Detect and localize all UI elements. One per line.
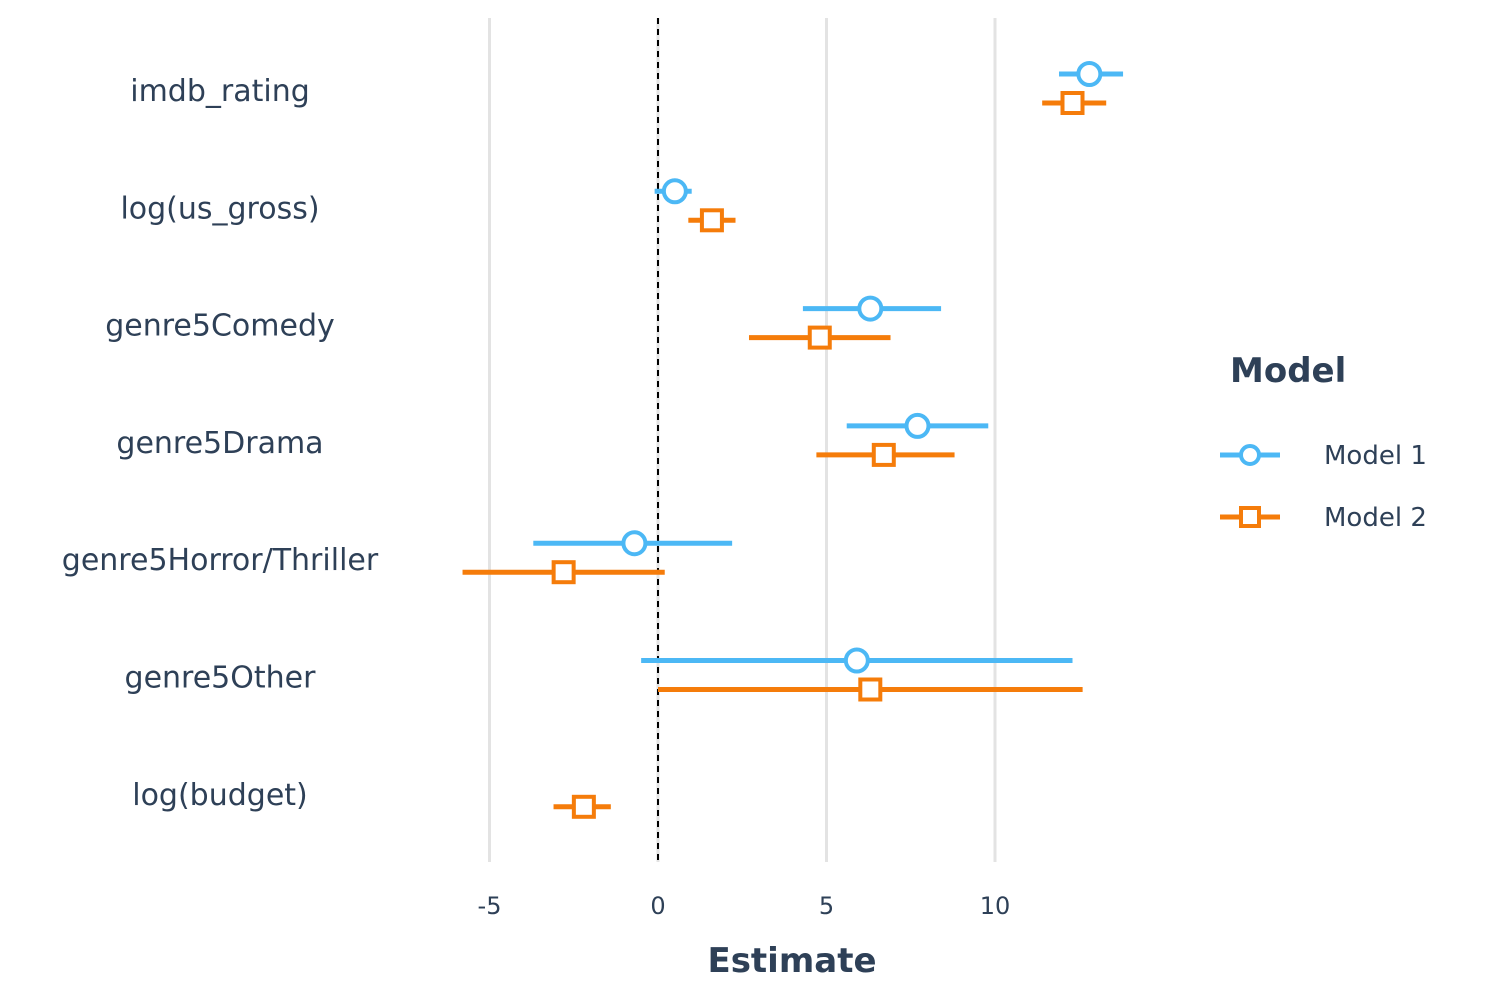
term-label-log-us-gross: log(us_gross) — [120, 191, 319, 226]
point-model-1-genre5other — [843, 647, 870, 674]
series-model-2 — [462, 91, 1107, 819]
x-tick-label: 0 — [650, 892, 665, 920]
term-label-imdb-rating: imdb_rating — [130, 74, 310, 109]
term-label-genre5comedy: genre5Comedy — [105, 309, 335, 344]
legend: Model Model 1 Model 2 — [1220, 351, 1427, 533]
x-tick-label: 5 — [819, 892, 834, 920]
point-model-2-log-budget — [571, 794, 596, 819]
x-axis-title: Estimate — [707, 941, 876, 981]
point-model-2-imdb-rating — [1060, 91, 1085, 115]
legend-item-model-1: Model 1 — [1220, 441, 1427, 471]
term-label-genre5other: genre5Other — [125, 661, 317, 696]
legend-label: Model 2 — [1324, 503, 1427, 533]
series-model-1 — [533, 61, 1124, 674]
term-label-log-budget: log(budget) — [132, 778, 308, 813]
point-model-1-genre5horror-thriller — [621, 530, 648, 557]
point-model-2-genre5other — [858, 677, 883, 702]
x-tick-labels: -5 0 5 10 — [478, 892, 1011, 920]
point-model-1-genre5comedy — [857, 295, 884, 322]
legend-label: Model 1 — [1324, 441, 1427, 471]
point-model-1-imdb-rating — [1076, 61, 1103, 87]
x-tick-label: 10 — [980, 892, 1011, 920]
legend-title: Model — [1230, 351, 1346, 391]
point-model-2-genre5horror-thriller — [551, 560, 576, 585]
point-model-2-log-us-gross — [699, 208, 724, 233]
legend-item-model-2: Model 2 — [1220, 503, 1427, 533]
term-label-genre5drama: genre5Drama — [116, 426, 323, 461]
point-model-1-genre5drama — [904, 412, 931, 439]
legend-key-circle-icon — [1239, 444, 1261, 466]
legend-key-square-icon — [1239, 506, 1261, 528]
marks-layer — [462, 61, 1124, 819]
term-label-genre5horror-thriller: genre5Horror/Thriller — [62, 543, 379, 578]
point-model-2-genre5comedy — [807, 325, 832, 350]
point-model-2-genre5drama — [871, 442, 896, 467]
grid-layer — [488, 18, 997, 862]
term-labels: imdb_rating log(us_gross) genre5Comedy genr… — [62, 74, 379, 813]
x-tick-label: -5 — [478, 892, 502, 920]
point-model-1-log-us-gross — [661, 178, 688, 205]
